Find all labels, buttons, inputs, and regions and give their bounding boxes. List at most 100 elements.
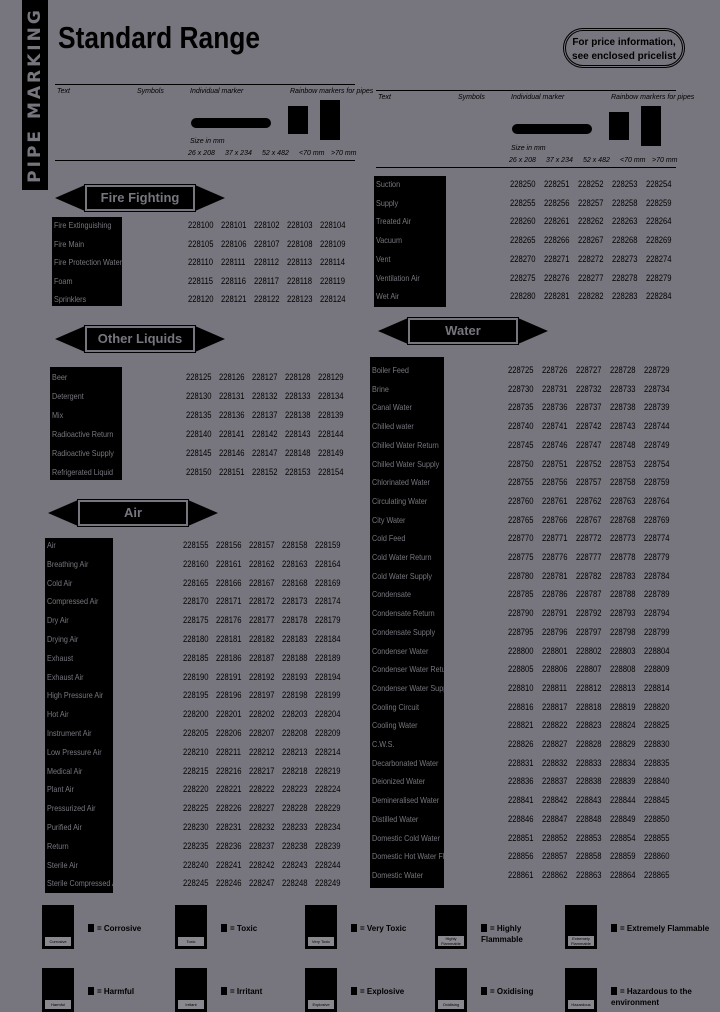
price-note: For price information, see enclosed pric… — [563, 28, 685, 68]
article-number: 228756 — [542, 477, 568, 488]
article-number: 228220 — [183, 784, 209, 795]
article-number: 228854 — [610, 832, 636, 843]
article-number: 228191 — [216, 671, 242, 682]
article-number: 228238 — [282, 840, 308, 851]
article-number: 228805 — [508, 664, 534, 675]
article-number: 228755 — [508, 477, 534, 488]
article-number: 228161 — [216, 558, 242, 569]
article-number: 228251 — [544, 179, 570, 189]
article-number: 228275 — [510, 272, 536, 283]
article-number: 228149 — [318, 447, 344, 458]
article-number: 228746 — [542, 439, 568, 450]
article-number: 228210 — [183, 746, 209, 757]
article-number: 228107 — [254, 238, 280, 249]
pipe-text: Condenser Water Return — [372, 664, 453, 675]
article-number: 228147 — [252, 447, 278, 458]
individual-marker-sample — [512, 124, 592, 134]
article-number: 228786 — [542, 589, 568, 600]
article-number: 228803 — [610, 645, 636, 656]
article-number: 228843 — [576, 795, 602, 806]
article-number: 228794 — [644, 608, 670, 619]
article-number: 228183 — [282, 634, 308, 644]
hazard-symbol: Extremely Flammable — [565, 905, 597, 949]
rainbow-marker-sample — [641, 106, 661, 146]
name-column — [45, 538, 113, 893]
pipe-text: Instrument Air — [47, 728, 92, 738]
article-number: 228164 — [315, 558, 341, 569]
article-number: 228272 — [578, 253, 604, 264]
article-number: 228260 — [510, 216, 536, 227]
article-number: 228141 — [219, 428, 245, 439]
article-number: 228795 — [508, 626, 534, 637]
pipe-text: Radioactive Return — [52, 428, 114, 439]
article-number: 228770 — [508, 533, 534, 544]
name-column — [50, 367, 122, 480]
article-number: 228823 — [576, 720, 602, 731]
hazard-symbol-caption: Very Toxic — [308, 937, 334, 946]
arrow-left-icon — [48, 500, 78, 526]
hazard-label: = Hazardous to the environment — [611, 986, 711, 1008]
pipe-text: Condensate Return — [372, 608, 435, 619]
article-number: 228102 — [254, 220, 280, 230]
article-number: 228840 — [644, 776, 670, 787]
pipe-text: Air — [47, 540, 56, 550]
pipe-text: Plant Air — [47, 784, 74, 795]
article-number: 228224 — [315, 784, 341, 795]
article-number: 228241 — [216, 859, 242, 870]
pipe-text: Circulating Water — [372, 495, 428, 506]
article-number: 228862 — [542, 869, 568, 880]
article-number: 228143 — [285, 428, 311, 439]
col-text: Text — [57, 88, 70, 95]
article-number: 228212 — [249, 746, 275, 757]
article-number: 228156 — [216, 540, 242, 550]
article-number: 228124 — [320, 294, 346, 305]
article-number: 228204 — [315, 709, 341, 720]
article-number: 228269 — [646, 235, 672, 246]
article-number: 228767 — [576, 514, 602, 525]
hazard-symbol-caption: Hazardous — [568, 1000, 594, 1009]
article-number: 228145 — [186, 447, 212, 458]
article-number: 228197 — [249, 690, 275, 701]
article-number: 228749 — [644, 439, 670, 450]
article-number: 228831 — [508, 757, 534, 768]
pipe-text: Vacuum — [376, 235, 402, 246]
article-number: 228253 — [612, 179, 638, 189]
article-number: 228792 — [576, 608, 602, 619]
article-number: 228257 — [578, 197, 604, 208]
hazard-symbol-caption: Highly Flammable — [438, 936, 464, 946]
arrow-left-icon — [378, 318, 408, 344]
article-number: 228242 — [249, 859, 275, 870]
article-number: 228838 — [576, 776, 602, 787]
article-number: 228118 — [287, 275, 312, 286]
side-label-strip: PIPE MARKING — [22, 0, 48, 190]
pipe-text: Canal Water — [372, 402, 412, 413]
pipe-text: Decarbonated Water — [372, 757, 439, 768]
col-individual-marker: Individual marker — [511, 94, 565, 101]
article-number: 228760 — [508, 495, 534, 506]
article-number: 228801 — [542, 645, 568, 656]
article-number: 228278 — [612, 272, 638, 283]
article-number: 228235 — [183, 840, 209, 851]
hazard-symbol: Very Toxic — [305, 905, 337, 949]
page-title: Standard Range — [58, 20, 261, 55]
pipe-text: Cooling Water — [372, 720, 418, 731]
pipe-text: Sterile Air — [47, 859, 78, 870]
hazard-symbol: Irritant — [175, 968, 207, 1012]
pipe-text: Distilled Water — [372, 813, 419, 824]
article-number: 228817 — [542, 701, 568, 712]
pipe-text: Condenser Water Supply — [372, 682, 453, 693]
article-number: 228810 — [508, 682, 534, 693]
article-number: 228105 — [188, 238, 214, 249]
article-number: 228262 — [578, 216, 604, 227]
pipe-text: Vent — [376, 253, 391, 264]
article-number: 228748 — [610, 439, 636, 450]
article-number: 228796 — [542, 626, 568, 637]
pipe-text: Radioactive Supply — [52, 447, 114, 458]
article-number: 228180 — [183, 634, 209, 644]
article-number: 228752 — [576, 458, 602, 469]
article-number: 228759 — [644, 477, 670, 488]
article-number: 228138 — [285, 409, 311, 420]
article-number: 228776 — [542, 552, 568, 562]
article-number: 228825 — [644, 720, 670, 731]
article-number: 228244 — [315, 859, 341, 870]
